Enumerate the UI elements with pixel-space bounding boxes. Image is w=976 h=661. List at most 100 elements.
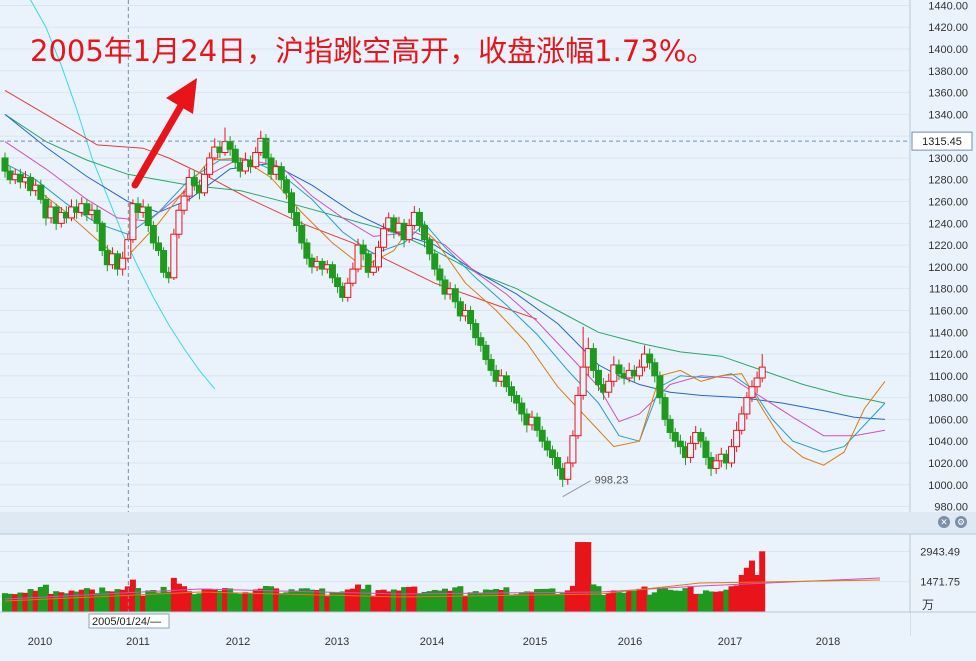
candle-body bbox=[252, 152, 260, 168]
volume-bar bbox=[447, 590, 454, 612]
candle-body bbox=[354, 244, 362, 270]
candle-body bbox=[656, 375, 664, 399]
year-label: 2014 bbox=[420, 636, 444, 648]
volume-bar bbox=[329, 592, 336, 612]
candle-body bbox=[129, 203, 137, 241]
candle-body bbox=[615, 364, 623, 375]
price-tick-label: 1440.00 bbox=[928, 0, 968, 12]
candle-body bbox=[426, 239, 434, 255]
volume-bar bbox=[708, 591, 715, 612]
volume-bar bbox=[610, 590, 617, 612]
volume-bar bbox=[129, 579, 136, 612]
candle-body bbox=[477, 337, 485, 346]
candle-body bbox=[467, 309, 475, 325]
volume-bar bbox=[237, 593, 244, 612]
panel-separator bbox=[0, 512, 976, 534]
volume-bar bbox=[390, 589, 397, 612]
volume-bar bbox=[748, 560, 755, 612]
volume-bar bbox=[278, 593, 285, 612]
volume-bar bbox=[626, 590, 633, 612]
volume-bar bbox=[339, 591, 346, 612]
volume-bar bbox=[114, 589, 121, 612]
close-icon[interactable]: ✕ bbox=[938, 516, 950, 528]
volume-bar bbox=[2, 593, 8, 612]
volume-ma-line bbox=[4, 577, 881, 600]
volume-bar bbox=[615, 592, 622, 612]
candle-body bbox=[206, 157, 214, 175]
volume-bar bbox=[298, 588, 305, 612]
volume-bar bbox=[7, 593, 14, 612]
candle-body bbox=[369, 266, 377, 273]
volume-bar bbox=[216, 590, 223, 612]
candle-body bbox=[298, 224, 306, 244]
volume-bar bbox=[211, 589, 218, 612]
price-tick-label: 1420.00 bbox=[928, 22, 968, 34]
price-tick-label: 1200.00 bbox=[928, 262, 968, 274]
price-tick-label: 1160.00 bbox=[929, 305, 968, 317]
annotation-headline: 2005年1月24日，沪指跳空高开，收盘涨幅1.73%。 bbox=[30, 34, 716, 68]
volume-bar bbox=[677, 590, 684, 612]
volume-bar bbox=[462, 595, 469, 612]
crosshair-date-box bbox=[88, 613, 170, 629]
volume-bar bbox=[48, 593, 55, 612]
volume-bar bbox=[421, 591, 428, 612]
candle-body bbox=[185, 177, 193, 197]
volume-bar bbox=[467, 592, 474, 612]
volume-bar bbox=[395, 590, 402, 612]
candle-body bbox=[180, 195, 188, 211]
candle-body bbox=[359, 244, 367, 255]
volume-bar bbox=[559, 593, 566, 612]
volume-bar bbox=[135, 588, 142, 612]
candle-body bbox=[676, 440, 684, 448]
volume-bar bbox=[175, 583, 182, 612]
candle-body bbox=[83, 203, 91, 216]
candle-body bbox=[687, 442, 695, 459]
year-label: 2017 bbox=[718, 636, 742, 648]
candle-body bbox=[543, 440, 551, 451]
volume-bar bbox=[431, 589, 438, 612]
volume-bar bbox=[477, 592, 484, 612]
ma250-line bbox=[30, 0, 216, 390]
volume-bar bbox=[314, 589, 321, 612]
candle-body bbox=[144, 206, 152, 226]
price-tick-label: 1180.00 bbox=[929, 284, 968, 296]
volume-bar bbox=[534, 589, 541, 612]
candle-body bbox=[436, 268, 444, 281]
volume-bar bbox=[140, 595, 147, 612]
candle-body bbox=[743, 397, 751, 415]
volume-bar bbox=[503, 587, 510, 612]
volume-bar bbox=[283, 592, 290, 612]
volume-bar bbox=[523, 591, 530, 612]
volume-bar bbox=[667, 589, 674, 612]
volume-bar bbox=[83, 588, 90, 612]
volume-bar bbox=[42, 584, 49, 612]
ma20-line bbox=[4, 141, 886, 437]
candle-body bbox=[231, 148, 239, 163]
volume-bar bbox=[232, 593, 239, 612]
candle-body bbox=[702, 440, 710, 459]
volume-bar bbox=[482, 589, 489, 612]
candle-body bbox=[334, 277, 342, 288]
candle-body bbox=[328, 264, 336, 279]
volume-bar bbox=[605, 593, 612, 612]
candle-body bbox=[487, 358, 495, 371]
price-tick-label: 1140.00 bbox=[929, 327, 968, 339]
volume-bar bbox=[88, 589, 95, 612]
volume-bar bbox=[308, 589, 315, 612]
volume-bar bbox=[370, 595, 377, 612]
price-tick-label: 1280.00 bbox=[928, 175, 968, 187]
gear-icon[interactable]: ⚙ bbox=[955, 516, 967, 528]
volume-bar bbox=[595, 586, 602, 612]
candle-body bbox=[748, 386, 756, 399]
volume-bar bbox=[109, 591, 116, 612]
candle-body bbox=[666, 418, 674, 433]
year-label: 2018 bbox=[816, 636, 840, 648]
volume-bar bbox=[472, 591, 479, 612]
volume-bar bbox=[728, 586, 735, 612]
volume-bar bbox=[94, 593, 101, 612]
volume-bar bbox=[508, 594, 515, 612]
candle-body bbox=[124, 239, 132, 259]
candle-body bbox=[538, 429, 546, 442]
